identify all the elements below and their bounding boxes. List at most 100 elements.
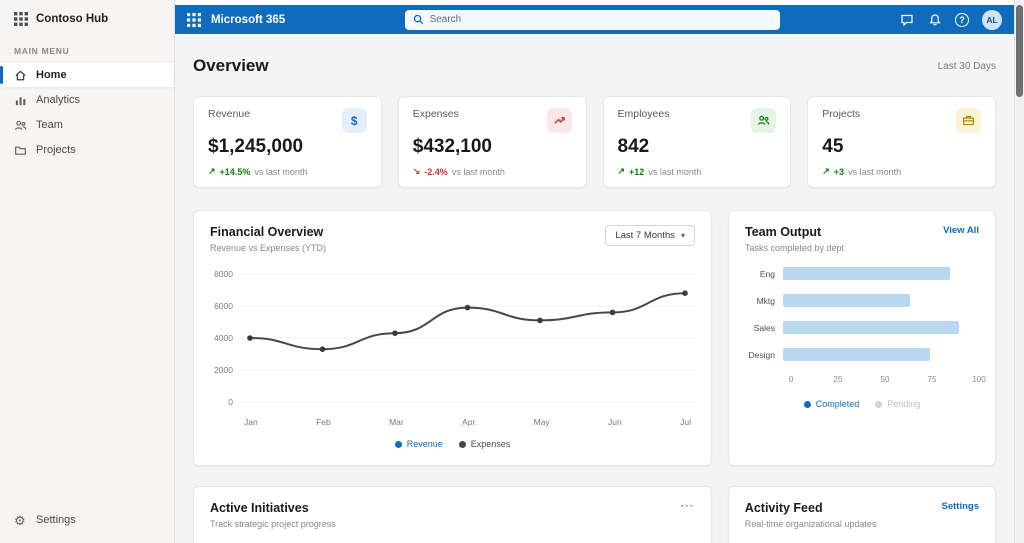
stat-card-projects: Projects 45 ↗ +3 vs last month bbox=[807, 96, 996, 188]
trend-arrow-icon: ↗ bbox=[822, 166, 830, 176]
analytics-icon bbox=[14, 94, 27, 107]
bar-row: Mktg bbox=[745, 294, 979, 307]
stat-value: $1,245,000 bbox=[208, 136, 304, 157]
plot-area bbox=[240, 269, 695, 407]
stat-card-expenses: Expenses $432,100 ↘ -2.4% vs last month bbox=[397, 96, 587, 188]
settings-link[interactable]: Settings bbox=[941, 501, 979, 512]
bar-category-label: Mktg bbox=[756, 295, 775, 306]
legend-item: Pending bbox=[875, 399, 920, 409]
search-box[interactable] bbox=[404, 9, 780, 30]
bar-row: Eng bbox=[745, 267, 979, 280]
legend-dot bbox=[394, 440, 402, 448]
chevron-down-icon: ▾ bbox=[680, 231, 685, 240]
avatar[interactable]: AL bbox=[982, 9, 1002, 30]
bar-track bbox=[783, 267, 979, 280]
ellipsis-menu-icon[interactable]: ⋯ bbox=[679, 497, 695, 513]
sidebar-item-label: Home bbox=[36, 69, 67, 81]
x-tick-label: May bbox=[533, 417, 550, 427]
sidebar-item-label: Analytics bbox=[36, 94, 81, 106]
y-axis: 8000 6000 4000 2000 0 bbox=[210, 269, 240, 407]
bar-category-label: Design bbox=[748, 349, 775, 360]
panel-subtitle: Track strategic project progress bbox=[210, 519, 336, 529]
page-head: Overview Last 30 Days bbox=[193, 56, 996, 76]
waffle-menu-icon[interactable] bbox=[187, 12, 201, 27]
legend-label: Revenue bbox=[406, 439, 443, 449]
bar-category-label: Eng bbox=[759, 268, 775, 279]
bar bbox=[783, 348, 930, 361]
page-title: Overview bbox=[193, 56, 269, 75]
x-tick-label: 75 bbox=[927, 375, 937, 384]
sidebar-item-home[interactable]: Home bbox=[0, 63, 174, 87]
x-tick-label: Feb bbox=[316, 417, 331, 427]
sidebar-item-analytics[interactable]: Analytics bbox=[0, 88, 174, 112]
scrollbar[interactable] bbox=[1014, 0, 1024, 543]
stat-card-revenue: Revenue $ $1,245,000 ↗ +14.5% vs last mo… bbox=[193, 96, 382, 188]
delta-note: vs last month bbox=[451, 166, 505, 177]
panel-title: Activity Feed bbox=[744, 501, 823, 515]
legend-dot bbox=[803, 400, 811, 408]
delta-value: +14.5% bbox=[219, 166, 251, 177]
legend-dot bbox=[458, 440, 466, 448]
stat-value: $432,100 bbox=[412, 136, 492, 157]
bar bbox=[783, 321, 960, 334]
x-tick-label: 50 bbox=[880, 375, 890, 384]
x-tick-label: Mar bbox=[389, 417, 404, 427]
bell-icon[interactable] bbox=[927, 12, 942, 27]
delta-value: +3 bbox=[833, 166, 845, 177]
page-content: Overview Last 30 Days Revenue $ $1,245,0… bbox=[175, 34, 1014, 543]
legend-item: Completed bbox=[803, 399, 859, 409]
team-icon bbox=[14, 119, 27, 132]
scrollbar-thumb[interactable] bbox=[1016, 5, 1023, 97]
financial-line-chart bbox=[240, 273, 695, 403]
x-tick-label: 25 bbox=[833, 375, 843, 384]
legend-dot bbox=[875, 400, 883, 408]
y-tick-label: 6000 bbox=[214, 301, 233, 311]
search-icon bbox=[413, 14, 423, 25]
topbar-right: ? AL bbox=[899, 9, 1002, 30]
sidebar-section-label: MAIN MENU bbox=[14, 46, 70, 56]
sidebar-item-projects[interactable]: Projects bbox=[0, 138, 174, 162]
x-tick-label: 100 bbox=[972, 375, 986, 384]
view-all-link[interactable]: View All bbox=[943, 225, 979, 236]
sidebar-item-label: Team bbox=[36, 119, 63, 131]
range-dropdown[interactable]: Last 7 Months ▾ bbox=[605, 225, 695, 246]
sidebar: Contoso Hub MAIN MENU Home Analytics Tea… bbox=[0, 0, 175, 543]
team-output-panel: Team Output Tasks completed by dept View… bbox=[728, 210, 996, 466]
people-icon bbox=[751, 108, 777, 133]
panel-title: Financial Overview bbox=[210, 225, 324, 239]
topbar: Microsoft 365 ? AL bbox=[175, 5, 1014, 34]
y-tick-label: 2000 bbox=[214, 365, 233, 375]
stat-label: Projects bbox=[822, 108, 861, 120]
help-icon[interactable]: ? bbox=[955, 12, 969, 27]
panel-subtitle: Real-time organizational updates bbox=[744, 519, 877, 529]
delta-value: -2.4% bbox=[424, 166, 448, 177]
brand: Contoso Hub bbox=[0, 0, 174, 36]
sidebar-item-label: Settings bbox=[36, 514, 76, 526]
stat-card-employees: Employees 842 ↗ +12 vs last month bbox=[602, 96, 792, 188]
date-range-label: Last 30 Days bbox=[937, 60, 996, 72]
stat-delta: ↘ -2.4% vs last month bbox=[413, 166, 572, 177]
bar-track bbox=[783, 294, 979, 307]
legend-label: Pending bbox=[887, 399, 921, 409]
sidebar-item-team[interactable]: Team bbox=[0, 113, 174, 137]
delta-value: +12 bbox=[629, 166, 645, 177]
trend-arrow-icon: ↘ bbox=[412, 166, 421, 176]
bar-chart: Eng Mktg Sales Design bbox=[745, 267, 979, 361]
stat-value: 842 bbox=[617, 136, 650, 157]
stat-label: Employees bbox=[617, 108, 670, 120]
sidebar-item-settings[interactable]: ⚙ Settings bbox=[0, 508, 174, 532]
app-name: Microsoft 365 bbox=[211, 13, 286, 26]
trend-arrow-icon: ↗ bbox=[617, 166, 626, 176]
delta-note: vs last month bbox=[848, 166, 902, 177]
bar bbox=[783, 294, 911, 307]
bar bbox=[783, 267, 950, 280]
legend-item: Revenue bbox=[394, 439, 443, 449]
panel-title: Active Initiatives bbox=[210, 501, 309, 515]
chart-legend: Revenue Expenses bbox=[210, 439, 695, 449]
delta-note: vs last month bbox=[254, 166, 308, 177]
stats-row: Revenue $ $1,245,000 ↗ +14.5% vs last mo… bbox=[193, 96, 996, 188]
delta-note: vs last month bbox=[648, 166, 702, 177]
chat-icon[interactable] bbox=[899, 12, 914, 27]
search-input[interactable] bbox=[429, 14, 772, 25]
grid-icon bbox=[14, 12, 28, 26]
